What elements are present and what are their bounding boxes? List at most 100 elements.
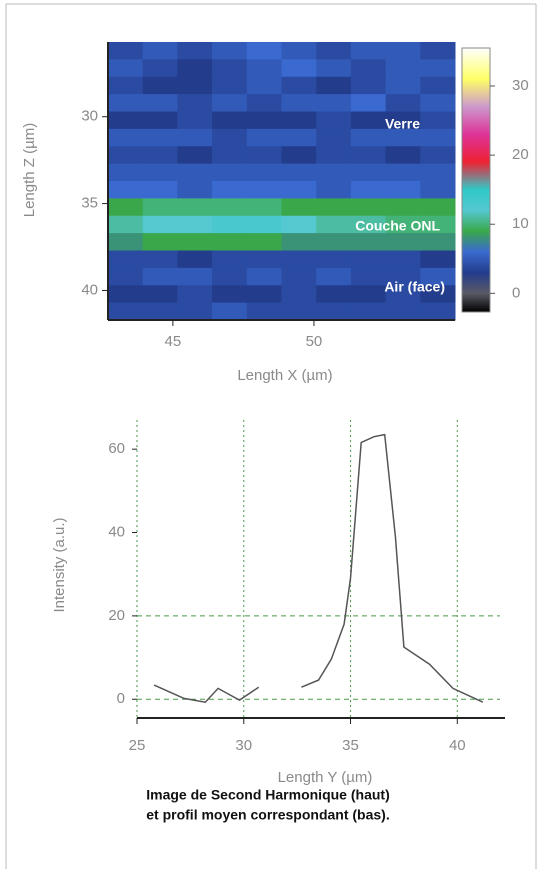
heat-cell [385, 128, 421, 147]
annotation: Verre [385, 116, 420, 132]
x-axis-label: Length X (µm) [237, 367, 332, 384]
heat-cell [177, 267, 213, 286]
y-tick-label: 40 [108, 524, 125, 541]
annotation: Air (face) [384, 279, 445, 295]
heat-cell [212, 94, 248, 112]
colorbar-tick-label: 30 [512, 77, 529, 94]
heat-cell [316, 111, 352, 130]
annotation: Couche ONL [355, 218, 440, 234]
heat-cell [316, 128, 352, 147]
heat-cell [142, 128, 178, 147]
heat-cell [142, 302, 178, 321]
heat-cell [212, 146, 248, 165]
heat-cell [281, 285, 317, 304]
heat-cell [385, 233, 421, 251]
heat-cell [212, 76, 248, 95]
heat-cell [420, 146, 456, 165]
heat-cell [316, 42, 352, 60]
heat-cell [350, 128, 387, 147]
heat-cell [281, 42, 317, 60]
caption: et profil moyen correspondant (bas). [146, 807, 389, 823]
heat-cell [177, 59, 213, 78]
colorbar-tick-label: 20 [512, 146, 529, 163]
heat-cell [177, 285, 213, 304]
heat-cell [246, 76, 282, 95]
heat-cell [316, 146, 352, 165]
heat-cell [246, 267, 282, 286]
heat-cell [281, 250, 317, 269]
heat-cell [385, 59, 421, 78]
heat-cell [142, 285, 178, 304]
heat-cell [316, 181, 352, 199]
x-tick-label: 45 [165, 333, 182, 350]
heat-cell [385, 111, 421, 130]
heat-cell [350, 146, 387, 165]
heat-cell [212, 250, 248, 269]
heat-cell [350, 250, 387, 269]
heat-cell [108, 250, 144, 269]
heat-cell [108, 42, 144, 60]
heat-cell [316, 233, 352, 251]
y-axis-label: Intensity (a.u.) [51, 517, 68, 612]
colorbar-tick-label: 0 [512, 284, 520, 301]
heat-cell [108, 181, 144, 199]
heat-cell [385, 146, 421, 165]
heat-cell [142, 233, 178, 251]
heat-cell [350, 285, 387, 304]
heat-cell [281, 94, 317, 112]
heat-cell [350, 111, 387, 130]
heat-cell [246, 42, 282, 60]
heat-cell [212, 198, 248, 217]
heat-cell [246, 94, 282, 112]
heat-cell [177, 94, 213, 112]
heat-cell [246, 111, 282, 130]
heat-cell [316, 59, 352, 78]
heat-cell [177, 215, 213, 234]
heat-cell [108, 76, 144, 95]
heat-cell [177, 302, 213, 321]
heat-cell [385, 76, 421, 95]
heat-cell [350, 76, 387, 95]
heat-cell [420, 94, 456, 112]
heat-cell [281, 76, 317, 95]
heat-cell [212, 267, 248, 286]
heat-cell [108, 198, 144, 217]
x-tick-label: 35 [342, 737, 359, 754]
heat-cell [108, 302, 144, 321]
line-series [153, 433, 484, 704]
heat-cell [246, 181, 282, 199]
x-axis-label: Length Y (µm) [278, 769, 373, 786]
x-tick-label: 30 [235, 737, 252, 754]
heat-cell [316, 94, 352, 112]
heat-cell [212, 181, 248, 199]
heat-cell [177, 250, 213, 269]
heat-cell [350, 302, 387, 321]
heat-cell [177, 146, 213, 165]
heat-cell [316, 198, 352, 217]
heat-cell [316, 215, 352, 234]
heat-cell [350, 215, 387, 234]
heat-cell [142, 181, 178, 199]
heat-cell [420, 198, 456, 217]
caption: Image de Second Harmonique (haut) [146, 787, 389, 803]
heat-cell [316, 250, 352, 269]
colorbar [461, 47, 491, 313]
y-tick-label: 40 [81, 281, 98, 298]
heat-cell [142, 267, 178, 286]
heat-cell [246, 302, 282, 321]
heat-cell [385, 163, 421, 182]
heat-cell [281, 302, 317, 321]
heat-cell [212, 42, 248, 60]
heat-cell [212, 59, 248, 78]
y-tick-label: 35 [81, 195, 98, 212]
heat-cell [350, 94, 387, 112]
heat-cell [177, 76, 213, 95]
heat-cell [142, 59, 178, 78]
heat-cell [385, 198, 421, 217]
heat-cell [281, 111, 317, 130]
heat-cell [246, 128, 282, 147]
heat-cell [212, 285, 248, 304]
heat-cell [142, 198, 178, 217]
heat-cell [420, 215, 456, 234]
